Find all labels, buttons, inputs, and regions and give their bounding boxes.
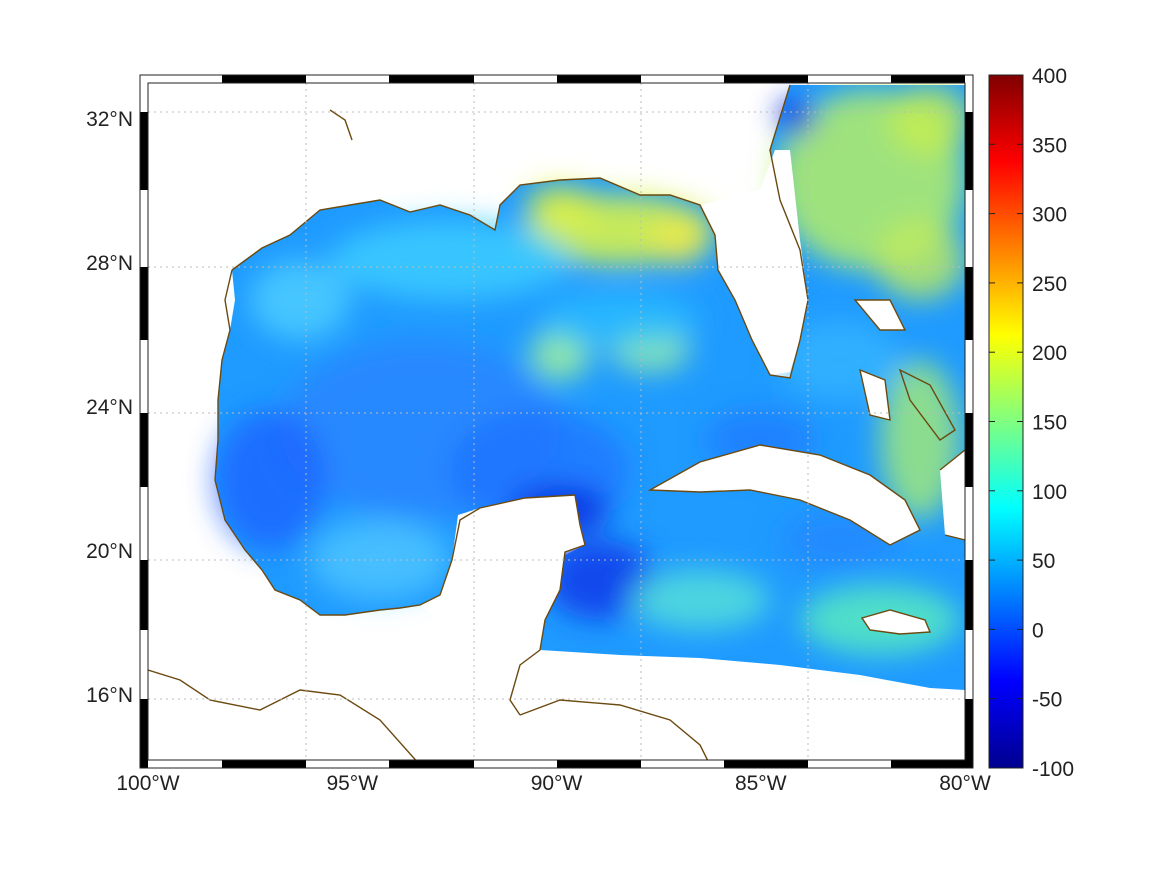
frame-segment-top xyxy=(724,75,808,83)
field-variations xyxy=(215,85,965,655)
colorbar: 400 350 300 250 200 150 100 50 0 -50 -100 xyxy=(988,65,1074,781)
bahamas-coastline xyxy=(853,299,956,441)
frame-segment-top xyxy=(222,75,306,83)
longitude-tick-label: 100°W xyxy=(116,772,179,795)
frame-segment-left xyxy=(140,487,148,560)
hispaniola-land xyxy=(940,450,965,540)
cuba-coastline xyxy=(647,444,921,546)
frame-segment-left xyxy=(140,413,148,487)
frame-segment-bottom xyxy=(557,760,641,768)
frame-segment-top xyxy=(808,75,891,83)
latitude-tick-label: 32°N xyxy=(86,108,133,131)
latitude-tick-label: 20°N xyxy=(86,540,133,563)
colorbar-tick-label: 200 xyxy=(1032,342,1067,365)
colorbar-tick-label: 250 xyxy=(1032,273,1067,296)
frame-segment-bottom xyxy=(222,760,306,768)
frame-segment-left xyxy=(140,340,148,413)
cuba-land xyxy=(650,445,920,545)
frame-segment-right xyxy=(965,75,973,112)
frame-segment-left xyxy=(140,699,148,768)
frame-segment-bottom xyxy=(306,760,389,768)
longitude-tick-label: 90°W xyxy=(531,772,583,795)
latitude-tick-label: 24°N xyxy=(86,396,133,419)
frame-segment-left xyxy=(140,560,148,630)
colorbar-tick-label: -100 xyxy=(1032,758,1074,781)
frame-segment-left xyxy=(140,190,148,267)
frame-segment-right xyxy=(965,560,973,630)
frame-segment-right xyxy=(965,190,973,267)
longitude-tick-label: 80°W xyxy=(939,772,991,795)
colorbar-tick-label: 100 xyxy=(1032,481,1067,504)
frame-segment-top xyxy=(474,75,557,83)
frame-segment-top xyxy=(306,75,389,83)
map-panel: 100°W 95°W 90°W 85°W 80°W 32°N 28°N 24°N 20°N 16… xyxy=(86,74,991,795)
frame-segment-bottom xyxy=(891,760,973,768)
colorbar-tick-label: 350 xyxy=(1032,134,1067,157)
frame-segment-left xyxy=(140,630,148,699)
latitude-labels: 32°N 28°N 24°N 20°N 16°N xyxy=(86,108,133,707)
frame-segment-bottom xyxy=(389,760,474,768)
colorbar-tick-label: 50 xyxy=(1032,550,1055,573)
latitude-tick-label: 16°N xyxy=(86,684,133,707)
colorbar-ticks: 400 350 300 250 200 150 100 50 0 -50 -100 xyxy=(989,65,1074,781)
frame-outer-border xyxy=(139,74,974,769)
frame-segment-top xyxy=(641,75,724,83)
frame-inner-border xyxy=(147,82,966,761)
frame-segment-right xyxy=(965,699,973,768)
frame-segment-left xyxy=(140,75,148,112)
frame-segment-bottom xyxy=(724,760,808,768)
frame-segment-bottom xyxy=(140,760,222,768)
longitude-labels: 100°W 95°W 90°W 85°W 80°W xyxy=(116,772,991,795)
gulf-coastline xyxy=(214,84,809,716)
longitude-tick-label: 95°W xyxy=(326,772,378,795)
latitude-tick-label: 28°N xyxy=(86,252,133,275)
frame-segment-bottom xyxy=(641,760,724,768)
ocean-field xyxy=(148,83,965,760)
longitude-tick-label: 85°W xyxy=(735,772,787,795)
frame-segment-right xyxy=(965,487,973,560)
colorbar-tick-label: 300 xyxy=(1032,204,1067,227)
frame-segment-right xyxy=(965,267,973,340)
central-america-coastline xyxy=(148,669,709,760)
colorbar-tick-label: 0 xyxy=(1032,619,1044,642)
colorbar-tick-label: -50 xyxy=(1032,689,1062,712)
hispaniola-coastline xyxy=(939,449,965,541)
frame-segment-top xyxy=(140,75,222,83)
frame-segment-top xyxy=(389,75,474,83)
frame-segment-bottom xyxy=(474,760,557,768)
yucatan-land xyxy=(420,495,585,660)
frame-segment-top xyxy=(891,75,973,83)
frame-segment-left xyxy=(140,267,148,340)
frame-segment-right xyxy=(965,112,973,190)
jamaica-coastline xyxy=(860,609,932,635)
frame-segment-right xyxy=(965,340,973,413)
frame-segment-left xyxy=(140,112,148,190)
frame-segment-right xyxy=(965,413,973,487)
coastlines xyxy=(148,84,965,760)
florida-land xyxy=(700,150,808,375)
gridlines xyxy=(148,83,965,760)
frame-segment-right xyxy=(965,630,973,699)
colorbar-tick-label: 400 xyxy=(1032,65,1067,88)
map-frame xyxy=(139,74,974,769)
frame-segment-bottom xyxy=(808,760,891,768)
colorbar-tick-label: 150 xyxy=(1032,412,1067,435)
frame-segment-top xyxy=(557,75,641,83)
jamaica-land xyxy=(862,610,930,634)
